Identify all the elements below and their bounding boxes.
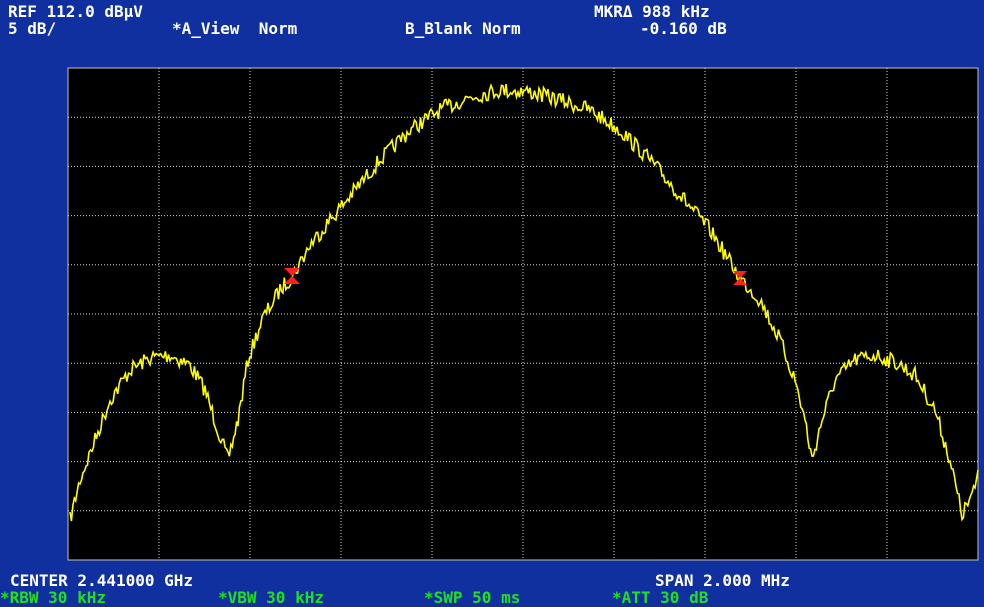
scale: 5 dB/ (8, 19, 56, 38)
vbw: *VBW 30 kHz (218, 588, 324, 607)
sweep: *SWP 50 ms (424, 588, 520, 607)
b-blank: B_Blank Norm (405, 19, 521, 38)
trace (69, 82, 979, 522)
grid (68, 68, 978, 560)
marker-delta: MKRΔ 988 kHz (594, 2, 710, 21)
span: SPAN 2.000 MHz (655, 571, 790, 590)
ref-level: REF 112.0 dBµV (8, 2, 143, 21)
attenuation: *ATT 30 dB (612, 588, 709, 607)
a-view: *A_View Norm (172, 19, 298, 38)
marker-1 (284, 268, 300, 284)
marker-value: -0.160 dB (640, 19, 727, 38)
center-freq: CENTER 2.441000 GHz (10, 571, 193, 590)
marker-2 (733, 271, 747, 285)
rbw: *RBW 30 kHz (0, 588, 106, 607)
